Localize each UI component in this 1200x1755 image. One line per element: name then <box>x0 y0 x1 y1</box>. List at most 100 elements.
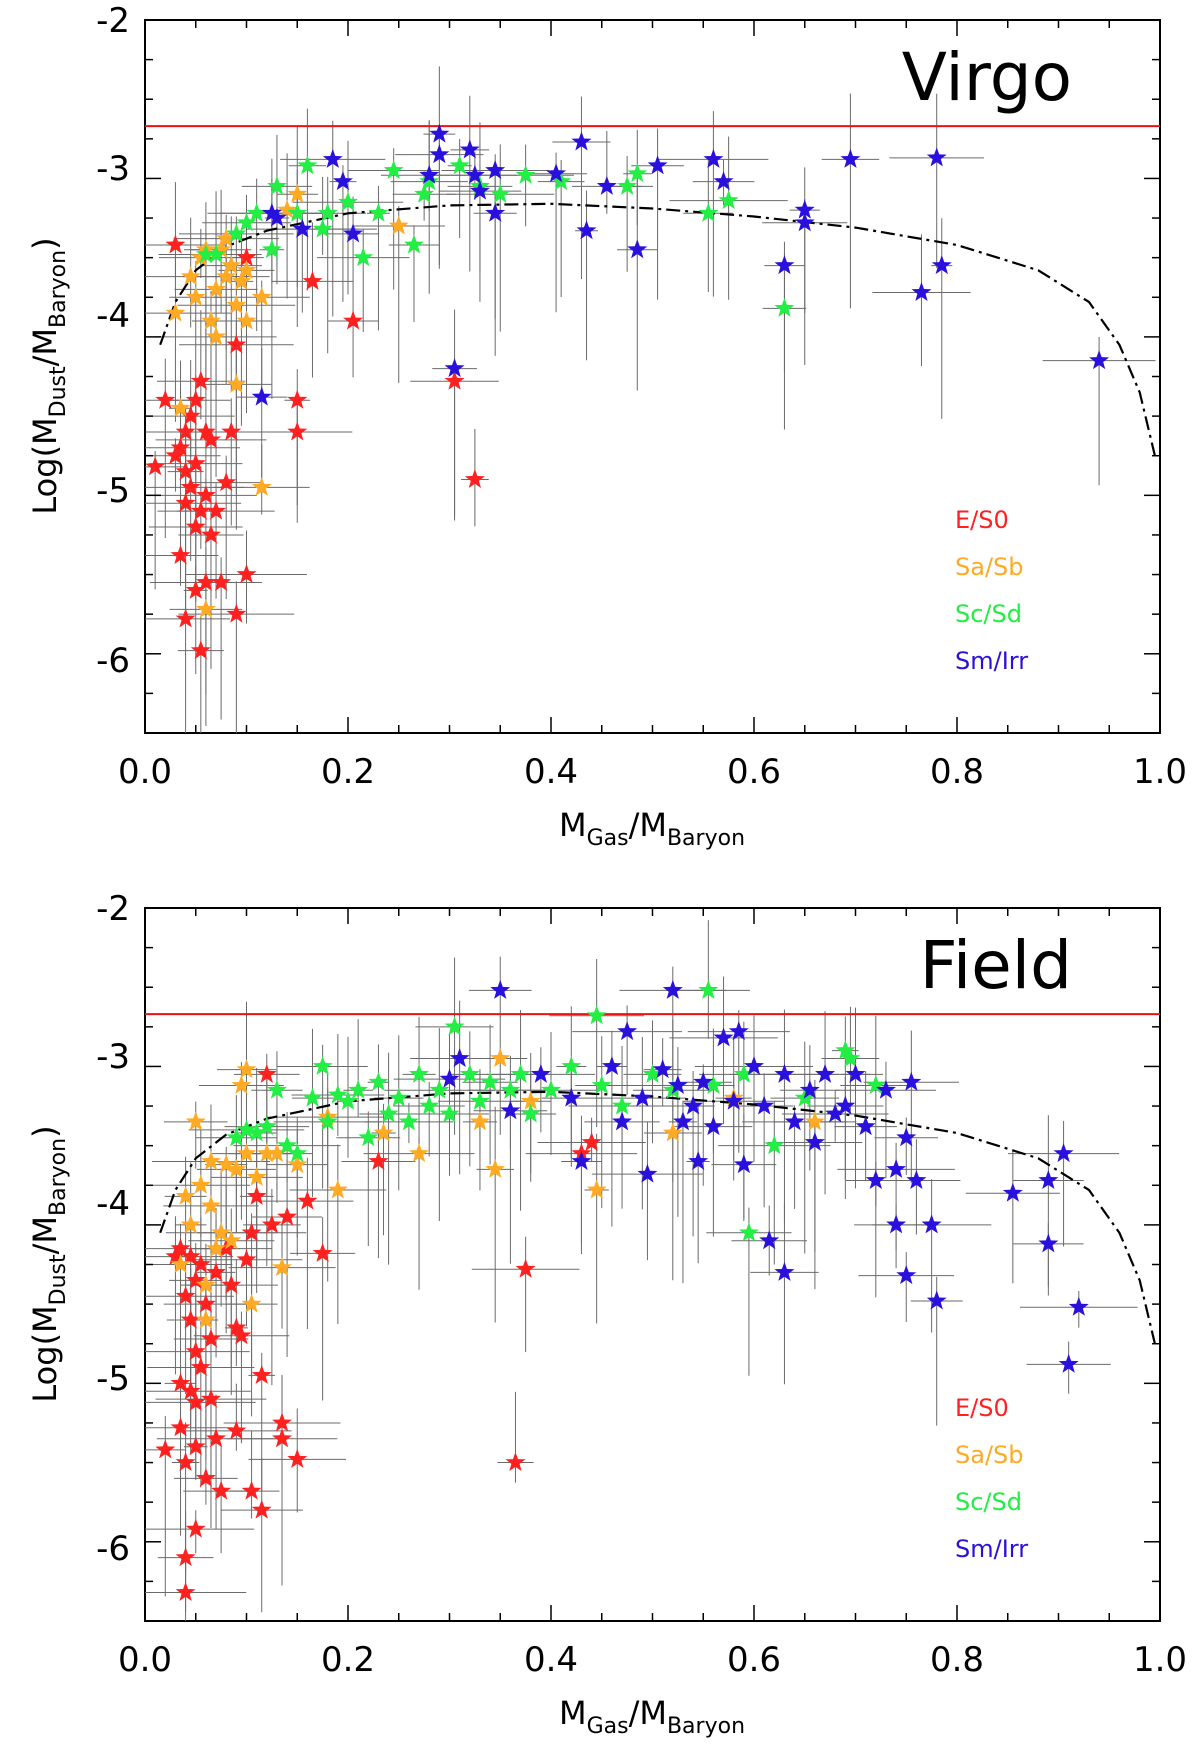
tick-labels: 0.0 0.2 0.4 0.6 0.8 1.0 -2 -3 -4 -5 -6 <box>96 889 1187 1680</box>
data-point <box>256 1116 277 1136</box>
data-point <box>338 1090 358 1110</box>
data-point <box>206 244 227 263</box>
data-point <box>190 1174 211 1194</box>
data-point <box>546 163 567 183</box>
data-point <box>561 1087 582 1107</box>
data-point <box>170 1417 191 1437</box>
data-point <box>429 144 450 164</box>
data-point <box>774 297 795 317</box>
data-point <box>698 979 719 999</box>
data-point <box>571 131 592 151</box>
data-point <box>302 1087 323 1107</box>
data-point <box>216 228 237 248</box>
data-point <box>175 461 196 481</box>
data-point <box>693 1071 714 1091</box>
data-point <box>774 1063 795 1083</box>
data-point <box>272 1428 293 1448</box>
data-point <box>1002 1182 1023 1202</box>
data-point <box>185 1436 206 1456</box>
data-point <box>175 492 196 512</box>
data-point <box>774 1261 795 1281</box>
data-point <box>647 155 668 175</box>
data-point <box>206 326 227 346</box>
data-point <box>246 1166 267 1186</box>
data-point <box>312 1242 333 1262</box>
data-point <box>251 1364 272 1384</box>
x-tick-label: 1.0 <box>1133 1640 1187 1680</box>
data-point <box>236 247 257 267</box>
data-point <box>398 1111 419 1131</box>
data-point <box>272 1257 293 1277</box>
data-point <box>667 1074 688 1094</box>
data-point <box>246 1122 267 1142</box>
data-point <box>190 370 211 390</box>
data-point <box>195 1309 216 1329</box>
data-point <box>1038 1170 1059 1190</box>
data-point <box>459 139 480 159</box>
x-tick-label: 0.2 <box>321 1640 375 1680</box>
data-point <box>627 239 648 259</box>
data-point <box>804 1111 825 1131</box>
data-point <box>277 1135 298 1155</box>
axis-ticks <box>144 907 1161 1622</box>
data-point <box>231 1074 252 1094</box>
x-tick-label: 0.6 <box>727 752 781 792</box>
data-point <box>185 579 206 599</box>
data-point <box>571 1151 592 1171</box>
data-point <box>586 1179 607 1199</box>
data-point <box>703 1116 724 1136</box>
data-point <box>170 545 191 565</box>
y-tick-label: -2 <box>96 889 130 929</box>
data-point <box>195 244 216 263</box>
data-point <box>926 147 947 167</box>
data-point <box>612 1095 633 1115</box>
data-point <box>358 1127 379 1147</box>
data-point <box>231 1325 252 1345</box>
data-point <box>251 286 272 306</box>
data-point <box>449 1048 470 1068</box>
data-point <box>906 1170 927 1190</box>
data-point <box>195 484 216 504</box>
data-point <box>236 259 257 279</box>
data-point <box>206 1261 227 1281</box>
data-point <box>185 1341 206 1361</box>
y-tick-label: -2 <box>96 1 130 41</box>
data-point <box>469 1090 490 1110</box>
x-tick-label: 0.0 <box>118 752 172 792</box>
panel-title: Field <box>920 927 1072 1004</box>
y-tick-label: -6 <box>96 1529 130 1569</box>
data-point <box>429 1079 450 1099</box>
data-point <box>211 1222 232 1242</box>
data-point <box>180 1214 201 1234</box>
data-point <box>662 1122 683 1142</box>
data-point <box>617 175 638 195</box>
data-point <box>642 1063 663 1083</box>
data-point <box>200 524 221 544</box>
data-point <box>840 1048 861 1068</box>
data-point <box>698 202 719 222</box>
x-tick-label: 0.8 <box>930 1640 984 1680</box>
data-point <box>287 202 308 222</box>
data-point <box>490 1048 511 1068</box>
data-point <box>211 1480 232 1500</box>
data-point <box>190 500 211 520</box>
data-point <box>317 1111 338 1131</box>
data-point <box>302 270 323 290</box>
data-point <box>297 1190 318 1210</box>
data-point <box>216 472 237 492</box>
x-tick-label: 0.8 <box>930 752 984 792</box>
data-point <box>266 1079 287 1099</box>
data-point <box>287 1448 308 1468</box>
data-point <box>733 1063 754 1083</box>
data-point <box>272 1412 293 1432</box>
x-axis-label: MGas/MBaryon <box>559 806 745 851</box>
legend: E/S0 Sa/Sb Sc/Sd Sm/Irr <box>955 1394 1028 1563</box>
data-point <box>688 1151 709 1171</box>
data-point <box>221 421 242 441</box>
data-point <box>155 389 176 409</box>
data-point <box>490 979 511 999</box>
legend-item-sc-sd: Sc/Sd <box>955 600 1022 628</box>
axis-ticks <box>144 19 1161 734</box>
data-point <box>931 255 952 275</box>
